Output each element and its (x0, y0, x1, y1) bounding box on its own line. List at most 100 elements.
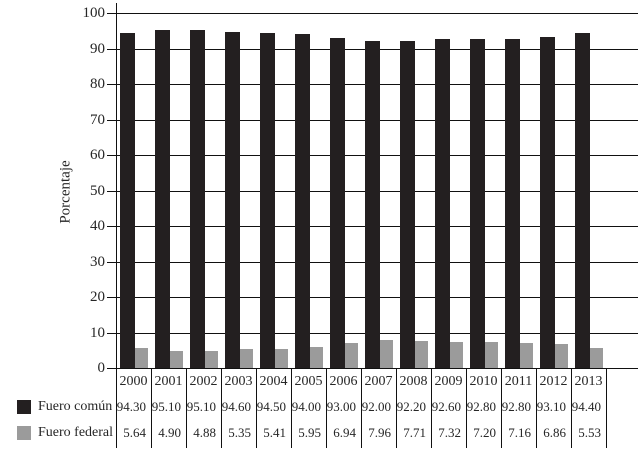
table-value-cell: 94.40 (571, 399, 601, 414)
table-value-cell: 94.00 (291, 399, 321, 414)
y-axis-tick-label: 10 (90, 325, 105, 341)
table-value-cell: 5.53 (578, 425, 601, 440)
table-column-line (291, 368, 292, 448)
table-column-line (326, 368, 327, 448)
table-value-cell: 93.00 (326, 399, 356, 414)
bar-fuero-común-2002 (190, 30, 205, 368)
table-year-label: 2011 (504, 374, 533, 389)
gridline (116, 368, 638, 369)
bar-fuero-federal-2003 (240, 349, 253, 368)
table-value-cell: 94.30 (116, 399, 146, 414)
legend-swatch-gray (17, 426, 31, 440)
y-axis-tick-label: 80 (90, 76, 105, 92)
y-axis-tick-label: 100 (82, 5, 106, 21)
gridline (116, 13, 638, 14)
table-column-line (431, 368, 432, 448)
bar-fuero-común-2010 (470, 39, 485, 368)
bar-fuero-federal-2005 (310, 347, 323, 368)
bar-fuero-federal-2008 (415, 341, 428, 368)
table-value-cell: 94.60 (221, 399, 251, 414)
table-column-line (606, 368, 607, 448)
table-value-cell: 7.20 (473, 425, 496, 440)
y-axis-line (116, 3, 117, 448)
bar-fuero-federal-2011 (520, 343, 533, 368)
bar-fuero-común-2007 (365, 41, 380, 368)
table-column-line (256, 368, 257, 448)
table-column-line (396, 368, 397, 448)
table-value-cell: 5.95 (298, 425, 321, 440)
table-value-cell: 92.20 (396, 399, 426, 414)
bar-fuero-común-2006 (330, 38, 345, 368)
y-axis-tick (107, 155, 116, 156)
table-year-label: 2008 (399, 374, 428, 389)
legend-label: Fuero común (38, 399, 113, 414)
y-axis-tick (107, 13, 116, 14)
table-year-label: 2002 (189, 374, 218, 389)
y-axis-tick-label: 20 (90, 289, 105, 305)
table-value-cell: 6.94 (333, 425, 356, 440)
y-axis-tick-label: 50 (90, 183, 105, 199)
bar-fuero-federal-2006 (345, 343, 358, 368)
y-axis-tick (107, 262, 116, 263)
bar-fuero-común-2000 (120, 33, 135, 368)
table-value-cell: 92.00 (361, 399, 391, 414)
bar-fuero-federal-2012 (555, 344, 568, 368)
table-value-cell: 5.64 (123, 425, 146, 440)
table-year-label: 2007 (364, 374, 393, 389)
bar-fuero-federal-2004 (275, 349, 288, 368)
bar-fuero-común-2011 (505, 39, 520, 368)
legend-label: Fuero federal (38, 425, 114, 440)
y-axis-tick (107, 368, 116, 369)
table-year-label: 2013 (574, 374, 603, 389)
table-year-label: 2005 (294, 374, 323, 389)
table-value-cell: 4.90 (158, 425, 181, 440)
table-value-cell: 93.10 (536, 399, 566, 414)
table-value-cell: 6.86 (543, 425, 566, 440)
y-axis-tick (107, 333, 116, 334)
table-column-line (186, 368, 187, 448)
table-column-line (221, 368, 222, 448)
bar-fuero-común-2013 (575, 33, 590, 368)
table-year-label: 2010 (469, 374, 498, 389)
y-axis-tick (107, 120, 116, 121)
table-value-cell: 5.41 (263, 425, 286, 440)
table-column-line (151, 368, 152, 448)
y-axis-tick-label: 40 (90, 218, 105, 234)
table-value-cell: 95.10 (151, 399, 181, 414)
table-value-cell: 7.32 (438, 425, 461, 440)
y-axis-tick-label: 0 (97, 360, 106, 376)
table-column-line (361, 368, 362, 448)
table-year-label: 2001 (154, 374, 183, 389)
bar-fuero-común-2004 (260, 33, 275, 368)
y-axis-tick (107, 191, 116, 192)
bar-fuero-federal-2007 (380, 340, 393, 368)
table-value-cell: 7.16 (508, 425, 531, 440)
table-column-line (536, 368, 537, 448)
bar-fuero-común-2012 (540, 37, 555, 368)
table-year-label: 2009 (434, 374, 463, 389)
table-column-line (466, 368, 467, 448)
table-value-cell: 92.80 (466, 399, 496, 414)
table-column-line (501, 368, 502, 448)
table-year-label: 2004 (259, 374, 288, 389)
y-axis-tick (107, 226, 116, 227)
y-axis-tick-label: 90 (90, 41, 105, 57)
bar-fuero-federal-2009 (450, 342, 463, 368)
bar-fuero-federal-2013 (590, 348, 603, 368)
table-year-label: 2003 (224, 374, 253, 389)
y-axis-tick (107, 84, 116, 85)
bar-fuero-federal-2000 (135, 348, 148, 368)
table-value-cell: 7.96 (368, 425, 391, 440)
bar-fuero-federal-2002 (205, 351, 218, 368)
table-value-cell: 7.71 (403, 425, 426, 440)
y-axis-tick (107, 49, 116, 50)
table-value-cell: 92.60 (431, 399, 461, 414)
bar-fuero-federal-2001 (170, 351, 183, 368)
legend-swatch-black (17, 400, 31, 414)
table-value-cell: 5.35 (228, 425, 251, 440)
bar-fuero-común-2001 (155, 30, 170, 368)
table-value-cell: 92.80 (501, 399, 531, 414)
table-value-cell: 94.50 (256, 399, 286, 414)
y-axis-tick (107, 297, 116, 298)
